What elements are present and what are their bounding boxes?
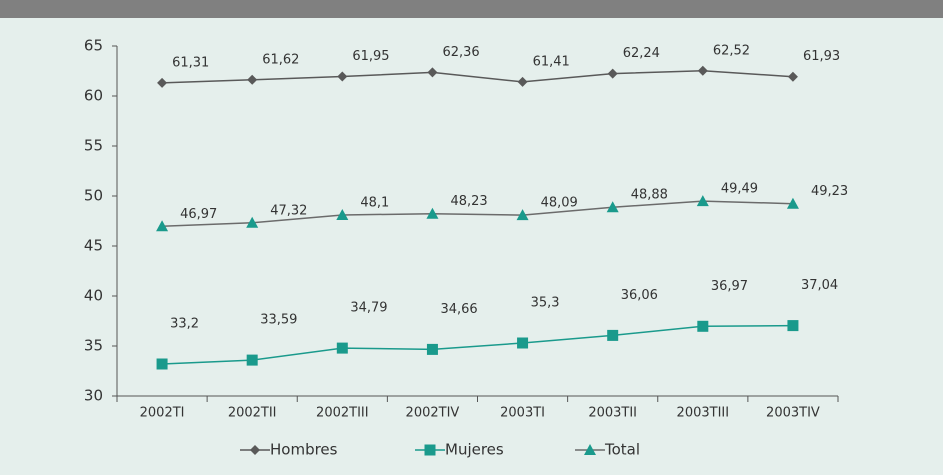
value-label: 36,97 bbox=[711, 279, 748, 294]
marker bbox=[607, 68, 618, 79]
marker bbox=[696, 195, 709, 207]
x-tick-label: 2002TI bbox=[140, 406, 185, 421]
value-label: 35,3 bbox=[531, 296, 560, 311]
value-label: 48,09 bbox=[541, 196, 578, 211]
marker bbox=[156, 220, 169, 232]
x-tick-label: 2002TII bbox=[228, 406, 277, 421]
legend-marker bbox=[250, 445, 260, 455]
x-tick-label: 2003TIV bbox=[766, 406, 820, 421]
value-label: 61,62 bbox=[262, 52, 299, 67]
series-line bbox=[162, 70, 793, 84]
marker bbox=[246, 216, 259, 228]
marker bbox=[516, 209, 529, 221]
value-label: 61,31 bbox=[172, 55, 209, 70]
marker bbox=[697, 320, 709, 332]
y-tick-label: 35 bbox=[84, 337, 103, 355]
marker bbox=[786, 197, 799, 209]
y-tick-label: 55 bbox=[84, 137, 103, 155]
value-label: 36,06 bbox=[621, 288, 658, 303]
marker bbox=[787, 320, 799, 332]
y-tick-label: 50 bbox=[84, 187, 103, 205]
y-tick-label: 65 bbox=[84, 37, 103, 55]
header-bar bbox=[0, 0, 943, 18]
value-label: 49,23 bbox=[811, 184, 848, 199]
marker bbox=[607, 329, 619, 341]
marker bbox=[247, 74, 258, 85]
marker bbox=[246, 354, 258, 366]
marker bbox=[606, 201, 619, 213]
legend-label: Mujeres bbox=[445, 441, 504, 459]
marker bbox=[337, 71, 348, 82]
marker bbox=[426, 343, 438, 355]
marker bbox=[697, 65, 708, 76]
marker bbox=[427, 67, 438, 78]
x-tick-label: 2002TIII bbox=[316, 406, 369, 421]
marker bbox=[157, 77, 168, 88]
value-label: 37,04 bbox=[801, 278, 838, 293]
marker bbox=[156, 358, 168, 370]
marker bbox=[336, 209, 349, 220]
value-label: 61,93 bbox=[803, 49, 840, 64]
value-label: 48,23 bbox=[450, 194, 487, 209]
x-tick-label: 2003TII bbox=[588, 406, 637, 421]
value-label: 62,52 bbox=[713, 43, 750, 58]
y-tick-label: 60 bbox=[84, 87, 103, 105]
marker bbox=[517, 337, 529, 349]
y-tick-label: 40 bbox=[84, 287, 103, 305]
value-label: 48,1 bbox=[360, 196, 389, 211]
value-label: 61,41 bbox=[533, 54, 570, 69]
x-tick-label: 2002TIV bbox=[406, 406, 460, 421]
value-label: 46,97 bbox=[180, 207, 217, 222]
series-line bbox=[162, 200, 793, 228]
value-label: 61,95 bbox=[352, 49, 389, 64]
marker bbox=[336, 342, 348, 354]
marker bbox=[517, 76, 528, 87]
legend-marker bbox=[584, 444, 596, 455]
series-line bbox=[162, 324, 793, 365]
x-tick-label: 2003TI bbox=[500, 406, 545, 421]
value-label: 34,79 bbox=[350, 301, 387, 316]
value-label: 62,24 bbox=[623, 46, 660, 61]
x-tick-label: 2003TIII bbox=[677, 406, 730, 421]
legend-label: Total bbox=[604, 441, 640, 459]
value-label: 47,32 bbox=[270, 203, 307, 218]
legend-marker bbox=[424, 444, 436, 456]
y-tick-label: 45 bbox=[84, 237, 103, 255]
value-label: 48,88 bbox=[631, 188, 668, 203]
value-label: 49,49 bbox=[721, 182, 758, 197]
value-label: 33,59 bbox=[260, 313, 297, 328]
y-tick-label: 30 bbox=[84, 387, 103, 405]
marker bbox=[426, 207, 439, 219]
value-label: 33,2 bbox=[170, 317, 199, 332]
marker bbox=[787, 71, 798, 82]
value-label: 34,66 bbox=[440, 302, 477, 317]
legend-label: Hombres bbox=[270, 441, 338, 459]
value-label: 62,36 bbox=[442, 45, 479, 60]
